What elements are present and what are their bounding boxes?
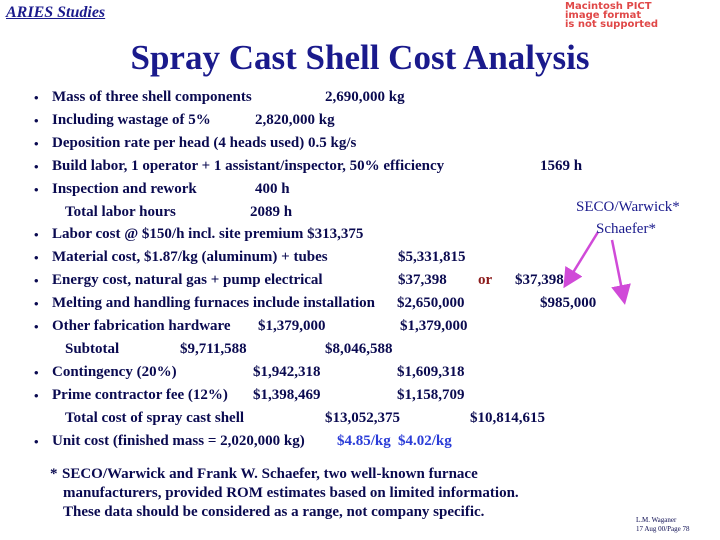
value: $1,379,000 (400, 318, 468, 334)
value: 2,820,000 kg (255, 111, 335, 128)
value: or (478, 272, 493, 289)
bullet: • (34, 90, 39, 105)
footnote-line: SECO/Warwick and Frank W. Schaefer, two … (62, 466, 478, 482)
bullet: • (34, 319, 39, 334)
value: $1,379,000 (258, 318, 326, 334)
line-text: Material cost, $1.87/kg (aluminum) + tub… (52, 249, 328, 266)
line-text: Labor cost @ $150/h incl. site premium $… (52, 226, 364, 243)
footnote-line: These data should be considered as a ran… (63, 504, 485, 520)
value: $5,331,815 (398, 249, 466, 266)
footnote-marker: * (50, 466, 58, 482)
footnote-line: manufacturers, provided ROM estimates ba… (63, 485, 519, 501)
value: 1569 h (540, 157, 583, 174)
value: $1,942,318 (253, 363, 321, 380)
line-text: Inspection and rework (52, 180, 197, 197)
value: $2,650,000 (397, 295, 465, 312)
line-text: Melting and handling furnaces include in… (52, 295, 375, 312)
line-text: Deposition rate per head (4 heads used) … (52, 134, 357, 151)
value: $9,711,588 (180, 340, 247, 357)
bullet: • (34, 158, 39, 174)
bullet: • (34, 433, 39, 449)
line-text: Mass of three shell components (52, 89, 252, 105)
arrow (610, 239, 631, 305)
bullet: • (34, 296, 39, 312)
line-text: Contingency (20%) (52, 363, 177, 380)
line-text: Build labor, 1 operator + 1 assistant/in… (52, 157, 445, 174)
bullet: • (34, 250, 39, 266)
bullet: • (34, 112, 39, 128)
value: 400 h (255, 180, 290, 197)
value: $37,398 (515, 272, 564, 289)
line-text: Other fabrication hardware (52, 318, 231, 334)
header-label: ARIES Studies (6, 4, 106, 21)
arrow (563, 231, 600, 289)
value: 2089 h (250, 203, 293, 220)
bullet: • (34, 273, 39, 289)
value: $37,398 (398, 272, 447, 289)
side-note: Schaefer* (596, 221, 656, 237)
value: $1,609,318 (397, 363, 465, 380)
value: $10,814,615 (470, 409, 545, 426)
value: $1,158,709 (397, 386, 465, 403)
line-text: Energy cost, natural gas + pump electric… (52, 272, 323, 289)
bullet: • (34, 227, 39, 243)
bullet: • (34, 364, 39, 380)
line-text: Prime contractor fee (12%) (52, 386, 228, 403)
bullet: • (34, 135, 39, 151)
placeholder-text: is not supported (565, 19, 659, 30)
line-text: Including wastage of 5% (52, 111, 211, 128)
title: Spray Cast Shell Cost Analysis (130, 38, 590, 77)
line-text: Unit cost (finished mass = 2,020,000 kg) (52, 432, 305, 449)
placeholder-text: image format (565, 10, 642, 21)
line-text: Total labor hours (65, 203, 176, 220)
footer-text: 17 Aug 00/Page 78 (636, 525, 690, 533)
line-text: Total cost of spray cast shell (65, 409, 245, 426)
value: 2,690,000 kg (325, 89, 405, 105)
value: $4.85/kg (337, 432, 391, 449)
footer-text: L.M. Waganer (636, 516, 677, 524)
value: $8,046,588 (325, 340, 393, 357)
line-text: Subtotal (65, 340, 120, 357)
value: $1,398,469 (253, 386, 321, 403)
bullet: • (34, 387, 39, 403)
value: $4.02/kg (398, 432, 452, 449)
placeholder-text: Macintosh PICT (565, 1, 652, 12)
side-note: SECO/Warwick* (576, 199, 680, 215)
value: $13,052,375 (325, 409, 400, 426)
bullet: • (34, 181, 39, 197)
value: $985,000 (540, 295, 597, 312)
